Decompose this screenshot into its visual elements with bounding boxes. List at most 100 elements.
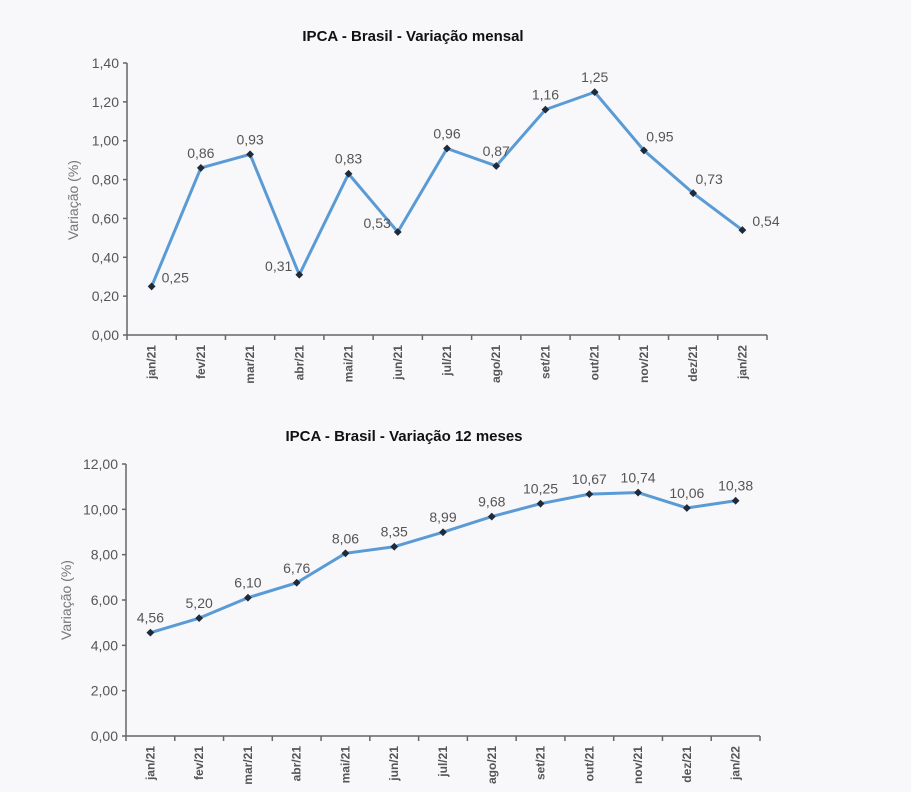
y-axis: 0,00 0,20 0,40 0,60 0,80 1,00 1,20 1,40 (92, 55, 128, 343)
data-point-marker (195, 614, 204, 623)
x-tick-label: ago/21 (485, 746, 499, 784)
y-tick-label: 0,60 (92, 210, 119, 226)
data-label: 6,76 (283, 560, 310, 576)
chart-12-month-variation: IPCA - Brasil - Variação 12 meses Variaç… (58, 428, 761, 785)
data-label: 10,06 (669, 485, 704, 501)
data-point-marker (147, 282, 156, 291)
y-tick-label: 1,40 (92, 55, 119, 71)
y-tick-label: 0,00 (91, 728, 118, 744)
data-label: 1,16 (532, 87, 559, 103)
data-point-marker (689, 189, 698, 198)
x-tick-label: out/21 (582, 746, 596, 782)
data-label: 0,83 (335, 151, 362, 167)
data-point-marker (541, 105, 550, 114)
chart-title: IPCA - Brasil - Variação 12 meses (285, 428, 522, 445)
x-tick-label: jan/21 (143, 746, 157, 781)
data-point-marker (487, 512, 496, 521)
data-label: 10,74 (621, 470, 656, 486)
plot-area: 4,56 5,20 6,10 6,76 8,06 8,35 8,99 9,68 10,25 10,… (137, 470, 753, 637)
data-label: 0,86 (187, 145, 214, 161)
y-tick-label: 10,00 (83, 501, 118, 517)
data-point-marker (341, 549, 350, 558)
y-tick-label: 6,00 (91, 592, 118, 608)
x-axis: jan/21 fev/21 mar/21 abr/21 mai/21 jun/21 jul/… (126, 334, 768, 384)
x-tick-label: mai/21 (342, 345, 356, 383)
data-point-marker (196, 164, 205, 172)
y-tick-label: 2,00 (91, 683, 118, 699)
y-tick-label: 1,20 (92, 94, 119, 110)
data-point-marker (731, 496, 740, 505)
data-label: 0,53 (364, 215, 391, 231)
x-tick-label: ago/21 (489, 345, 503, 383)
data-label: 0,96 (433, 125, 460, 141)
x-tick-label: jun/21 (387, 746, 401, 782)
y-tick-label: 1,00 (92, 133, 119, 149)
data-label: 0,73 (696, 171, 723, 187)
data-label: 5,20 (186, 595, 213, 611)
data-label: 8,99 (429, 509, 456, 525)
data-label: 0,31 (265, 258, 292, 274)
data-point-marker (146, 628, 155, 637)
y-tick-label: 0,40 (92, 249, 119, 265)
data-point-marker (292, 578, 301, 587)
data-point-marker (585, 490, 594, 499)
data-point-marker (492, 162, 501, 170)
data-point-marker (393, 228, 402, 236)
data-label: 0,87 (483, 143, 510, 159)
data-label: 9,68 (478, 494, 505, 510)
y-tick-label: 12,00 (83, 456, 118, 472)
x-tick-label: mar/21 (241, 746, 255, 785)
x-tick-label: jul/21 (440, 345, 454, 377)
y-axis-label: Variação (%) (65, 160, 81, 240)
y-tick-label: 0,80 (92, 172, 119, 188)
x-tick-label: dez/21 (680, 746, 694, 783)
data-point-marker (682, 504, 691, 512)
x-tick-label: mai/21 (338, 746, 352, 784)
data-point-marker (295, 270, 304, 279)
plot-area: 0,25 0,86 0,93 0,31 0,83 0,53 0,96 0,87 1,16 1,25… (147, 69, 780, 291)
x-tick-label: nov/21 (631, 746, 645, 784)
y-tick-label: 8,00 (91, 547, 118, 563)
chart-monthly-variation: IPCA - Brasil - Variação mensal Variação… (65, 28, 780, 384)
data-label: 0,54 (752, 213, 779, 229)
x-tick-label: set/21 (538, 345, 552, 379)
data-point-marker (439, 528, 447, 537)
data-point-marker (390, 542, 399, 551)
y-axis-label: Variação (%) (58, 560, 74, 640)
data-point-marker (244, 593, 252, 602)
data-label: 0,95 (646, 128, 673, 144)
x-tick-label: set/21 (534, 746, 548, 780)
chart-title: IPCA - Brasil - Variação mensal (302, 28, 523, 45)
x-tick-label: jan/22 (729, 746, 743, 781)
data-label: 8,06 (332, 530, 359, 546)
x-tick-label: mar/21 (243, 345, 257, 384)
series-line (150, 90, 744, 288)
x-tick-label: out/21 (588, 345, 602, 381)
data-label: 0,25 (162, 269, 189, 285)
y-tick-label: 4,00 (91, 637, 118, 653)
x-tick-label: dez/21 (686, 345, 700, 382)
data-point-marker (344, 169, 353, 178)
x-tick-label: jul/21 (436, 746, 450, 778)
x-tick-label: nov/21 (637, 345, 651, 383)
data-point-marker (590, 88, 599, 97)
data-point-marker (536, 499, 545, 508)
y-tick-label: 0,20 (92, 288, 119, 304)
data-point-marker (634, 488, 642, 497)
x-tick-label: jan/22 (735, 345, 749, 380)
data-point-marker (443, 144, 451, 153)
data-label: 8,35 (381, 524, 408, 540)
y-tick-label: 0,00 (92, 327, 119, 343)
data-label: 4,56 (137, 610, 164, 626)
x-tick-label: fev/21 (192, 746, 206, 780)
data-point-marker (738, 226, 747, 234)
data-label: 1,25 (581, 69, 608, 85)
data-point-marker (640, 146, 648, 155)
x-tick-label: jun/21 (391, 345, 405, 381)
data-label: 10,25 (523, 481, 558, 497)
x-tick-label: abr/21 (290, 746, 304, 782)
x-tick-label: abr/21 (292, 345, 306, 381)
x-axis: jan/21 fev/21 mar/21 abr/21 mai/21 jun/21 jul/… (125, 735, 761, 785)
data-label: 6,10 (234, 575, 261, 591)
